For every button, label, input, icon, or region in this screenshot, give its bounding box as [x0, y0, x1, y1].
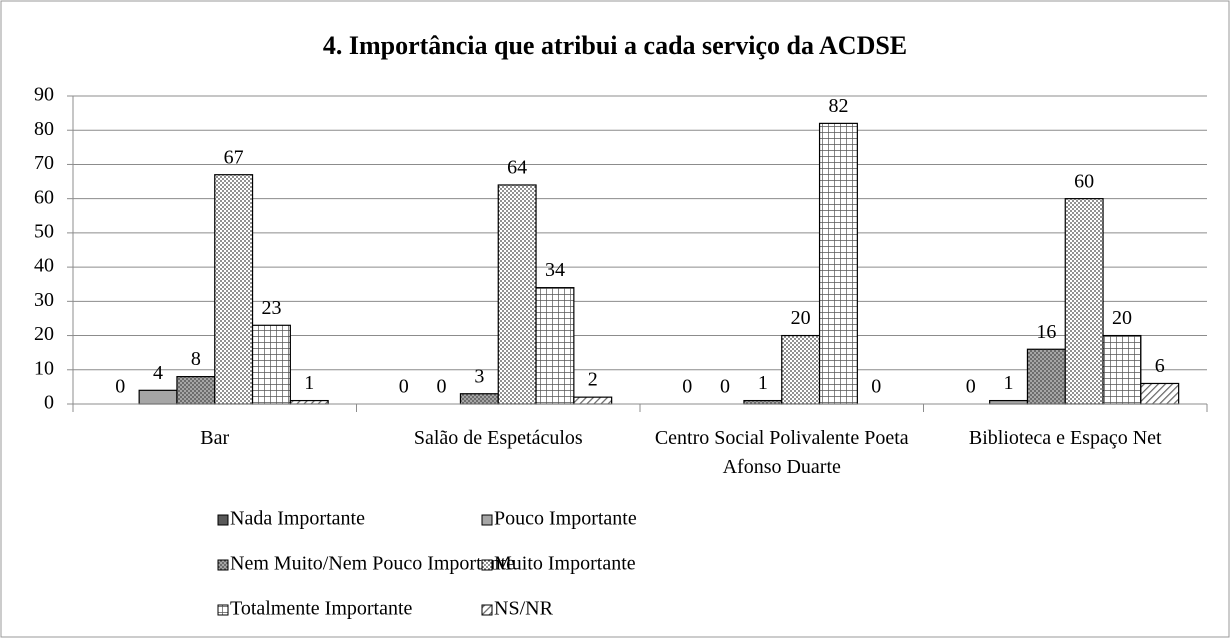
data-label: 0 [720, 376, 730, 398]
bar [251, 324, 291, 405]
data-label: 6 [1155, 355, 1165, 377]
data-label: 0 [871, 376, 881, 398]
bar [1026, 348, 1066, 405]
y-tick-label: 50 [34, 220, 54, 242]
x-tick-label: Biblioteca e Espaço Net [968, 427, 1162, 449]
y-tick-label: 70 [34, 152, 54, 174]
bar [459, 393, 499, 405]
data-label: 82 [828, 95, 848, 117]
data-label: 8 [191, 348, 201, 370]
y-tick-label: 0 [44, 392, 54, 414]
legend-label: Nem Muito/Nem Pouco Importante [230, 553, 515, 575]
data-label: 3 [474, 365, 484, 387]
legend-swatch [217, 604, 229, 616]
bar [818, 122, 858, 405]
bar [497, 184, 537, 405]
legend-swatch [217, 514, 229, 526]
data-label: 1 [758, 372, 768, 394]
y-tick-label: 40 [34, 255, 54, 277]
legend-swatch [481, 514, 493, 526]
data-label: 67 [224, 146, 244, 168]
data-label: 0 [682, 376, 692, 398]
data-label: 64 [507, 157, 527, 179]
bar [743, 399, 783, 405]
y-tick-label: 20 [34, 323, 54, 345]
data-label: 2 [588, 369, 598, 391]
bar [781, 334, 821, 405]
bar [214, 174, 254, 405]
y-tick-label: 60 [34, 186, 54, 208]
bar [1140, 382, 1180, 405]
bar [176, 376, 216, 405]
y-tick-label: 10 [34, 357, 54, 379]
data-label: 1 [1004, 372, 1014, 394]
x-tick-label: Centro Social Polivalente Poeta Afonso D… [654, 427, 909, 478]
x-tick-label: Bar [200, 427, 230, 449]
bar [1064, 198, 1104, 405]
bar [573, 396, 613, 405]
legend-swatch [481, 604, 493, 616]
legend-swatch [481, 559, 493, 571]
bar [138, 389, 178, 405]
data-label: 0 [115, 376, 125, 398]
data-label: 20 [791, 307, 811, 329]
bar [289, 399, 329, 405]
bar [989, 399, 1029, 405]
data-label: 34 [545, 259, 565, 281]
data-label: 20 [1112, 307, 1132, 329]
data-label: 16 [1036, 321, 1056, 343]
data-label: 1 [304, 372, 314, 394]
bar [535, 287, 575, 405]
bar [1102, 334, 1142, 405]
data-label: 0 [966, 376, 976, 398]
data-label: 23 [261, 297, 281, 319]
legend-label: Nada Importante [230, 508, 365, 530]
chart-title: 4. Importância que atribui a cada serviç… [323, 31, 907, 60]
y-tick-label: 30 [34, 289, 54, 311]
data-label: 0 [399, 376, 409, 398]
legend-label: NS/NR [494, 598, 554, 620]
y-tick-label: 90 [34, 84, 54, 106]
legend-label: Pouco Importante [494, 508, 637, 530]
legend-swatch [217, 559, 229, 571]
data-label: 4 [153, 362, 163, 384]
y-tick-label: 80 [34, 118, 54, 140]
x-tick-label: Salão de Espetáculos [413, 427, 583, 449]
legend-label: Totalmente Importante [230, 598, 413, 620]
data-label: 60 [1074, 170, 1094, 192]
legend-label: Muito Importante [494, 553, 636, 575]
data-label: 0 [437, 376, 447, 398]
